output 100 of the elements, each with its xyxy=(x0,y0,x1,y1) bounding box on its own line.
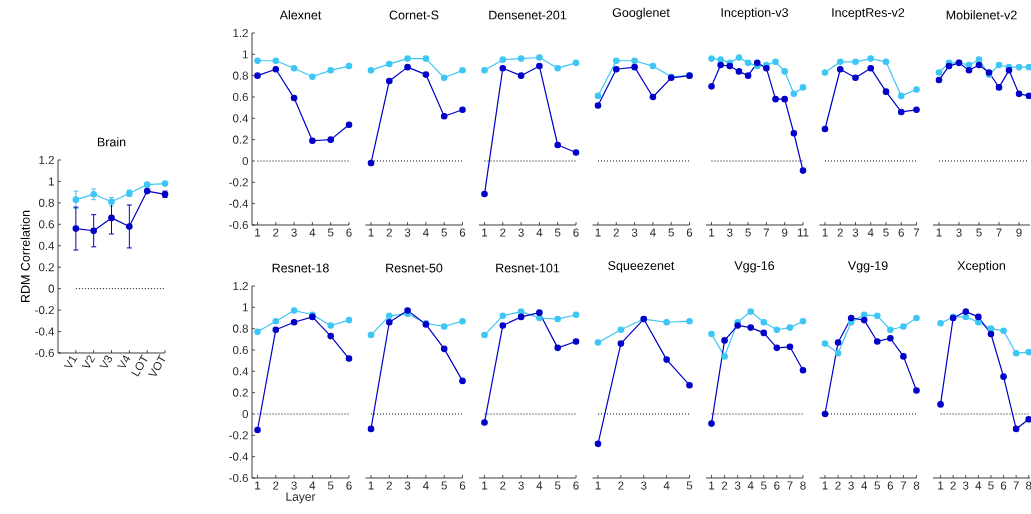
x-tick-label: 1 xyxy=(822,228,828,237)
x-tick-label: 6 xyxy=(346,228,352,237)
x-axis-title: Layer xyxy=(286,492,316,504)
y-tick-label: 1.2 xyxy=(233,281,248,290)
x-tick-label: 1 xyxy=(595,228,601,237)
y-tick-label: 0.6 xyxy=(38,220,54,229)
x-tick-label: 1 xyxy=(936,228,942,237)
chart-title: Xception xyxy=(957,260,1005,273)
x-tick-label: 5 xyxy=(668,228,674,237)
x-tick-label: 4 xyxy=(309,228,316,237)
x-tick-label: 7 xyxy=(763,228,770,237)
x-tick-label: 2 xyxy=(500,481,506,490)
x-tick-label: 3 xyxy=(518,228,524,237)
y-tick-label: 0 xyxy=(242,156,249,166)
x-tick-label: 8 xyxy=(1026,481,1031,490)
x-tick-label: V4 xyxy=(117,355,131,368)
y-tick-label: 0.6 xyxy=(232,92,248,102)
y-tick-label: 1 xyxy=(242,50,248,59)
x-tick-label: 4 xyxy=(536,481,543,490)
x-tick-label: 8 xyxy=(913,481,920,490)
x-tick-label: 1 xyxy=(595,481,601,490)
chart-title: Vgg-16 xyxy=(734,261,775,273)
x-tick-label: 4 xyxy=(309,481,316,490)
x-tick-label: 1 xyxy=(822,481,828,490)
x-tick-label: 4 xyxy=(747,481,754,490)
y-tick-label: 0.2 xyxy=(232,135,248,144)
x-tick-label: 4 xyxy=(663,481,670,490)
y-tick-label: -0.4 xyxy=(35,327,55,336)
x-tick-label: 9 xyxy=(782,228,788,237)
x-tick-label: 2 xyxy=(386,228,392,237)
y-tick-label: -0.2 xyxy=(35,306,54,315)
x-tick-label: 7 xyxy=(913,228,920,237)
x-tick-label: 6 xyxy=(1000,481,1007,490)
y-tick-label: 0.4 xyxy=(38,241,55,250)
x-tick-label: 5 xyxy=(988,481,994,490)
x-tick-label: 3 xyxy=(640,481,647,490)
chart-title: Squeezenet xyxy=(608,261,675,273)
y-tick-label: 0.8 xyxy=(232,324,248,333)
y-tick-label: 1.2 xyxy=(39,155,54,165)
y-tick-label: 1 xyxy=(48,177,54,186)
x-tick-label: 3 xyxy=(962,481,969,490)
x-tick-label: 5 xyxy=(327,481,334,490)
x-tick-label: 5 xyxy=(441,228,447,237)
x-tick-label: 1 xyxy=(938,481,944,490)
y-tick-label: 0.8 xyxy=(232,71,248,80)
chart-title: Brain xyxy=(97,137,126,147)
x-tick-label: 3 xyxy=(404,481,411,490)
x-tick-label: 1 xyxy=(255,481,261,490)
y-tick-label: -0.6 xyxy=(35,348,54,358)
y-tick-label: -0.6 xyxy=(229,473,248,483)
x-tick-label: 7 xyxy=(1013,481,1019,490)
x-tick-label: V2 xyxy=(81,355,96,368)
x-tick-label: 6 xyxy=(573,228,579,237)
x-tick-label: 2 xyxy=(837,228,843,237)
x-tick-label: 6 xyxy=(774,481,780,490)
x-tick-label: 6 xyxy=(459,481,466,490)
y-tick-label: -0.2 xyxy=(229,431,248,440)
x-tick-label: 6 xyxy=(898,228,904,237)
x-tick-label: 4 xyxy=(867,228,874,237)
x-tick-label: 6 xyxy=(459,228,466,237)
x-tick-label: 3 xyxy=(734,481,741,490)
x-tick-label: 6 xyxy=(686,228,693,237)
chart-title: Vgg-19 xyxy=(847,261,888,273)
x-tick-label: 1 xyxy=(482,481,488,490)
x-tick-label: 1 xyxy=(709,228,715,237)
x-tick-label: 2 xyxy=(386,481,392,490)
x-tick-label: 5 xyxy=(761,481,767,490)
x-tick-label: 1 xyxy=(255,228,261,237)
x-tick-label: 2 xyxy=(950,481,956,490)
x-tick-label: 5 xyxy=(441,481,447,490)
y-tick-label: -0.4 xyxy=(229,452,249,461)
x-tick-label: 7 xyxy=(996,228,1002,237)
y-tick-label: 0 xyxy=(48,284,55,293)
x-tick-label: 3 xyxy=(518,481,524,490)
y-tick-label: 1 xyxy=(242,303,248,312)
x-tick-label: 5 xyxy=(554,481,561,490)
x-tick-label: 3 xyxy=(291,481,297,490)
x-tick-label: 2 xyxy=(273,228,279,237)
x-tick-label: 2 xyxy=(613,228,619,237)
x-tick-label: 2 xyxy=(835,481,841,490)
x-tick-label: 4 xyxy=(422,228,429,237)
y-tick-label: -0.4 xyxy=(229,199,249,208)
x-tick-label: 6 xyxy=(346,481,352,490)
x-tick-label: 4 xyxy=(975,481,982,490)
chart-title: Inception-v3 xyxy=(721,7,788,20)
x-tick-label: 8 xyxy=(800,481,806,490)
y-axis-title: RDM Correlation xyxy=(20,210,30,303)
x-tick-label: 5 xyxy=(976,228,982,237)
x-tick-label: 3 xyxy=(848,481,854,490)
x-tick-label: 2 xyxy=(500,228,506,237)
x-tick-label: 5 xyxy=(883,228,889,237)
x-tick-label: 1 xyxy=(709,481,715,490)
x-tick-label: 6 xyxy=(573,481,579,490)
y-tick-label: -0.6 xyxy=(229,220,248,230)
x-tick-label: 1 xyxy=(368,228,374,237)
chart-title: Mobilenet-v2 xyxy=(946,10,1017,20)
y-tick-label: 0.2 xyxy=(38,263,54,272)
chart-title: Alexnet xyxy=(279,10,322,20)
x-tick-label: 4 xyxy=(649,228,656,237)
x-tick-label: 3 xyxy=(631,228,638,237)
